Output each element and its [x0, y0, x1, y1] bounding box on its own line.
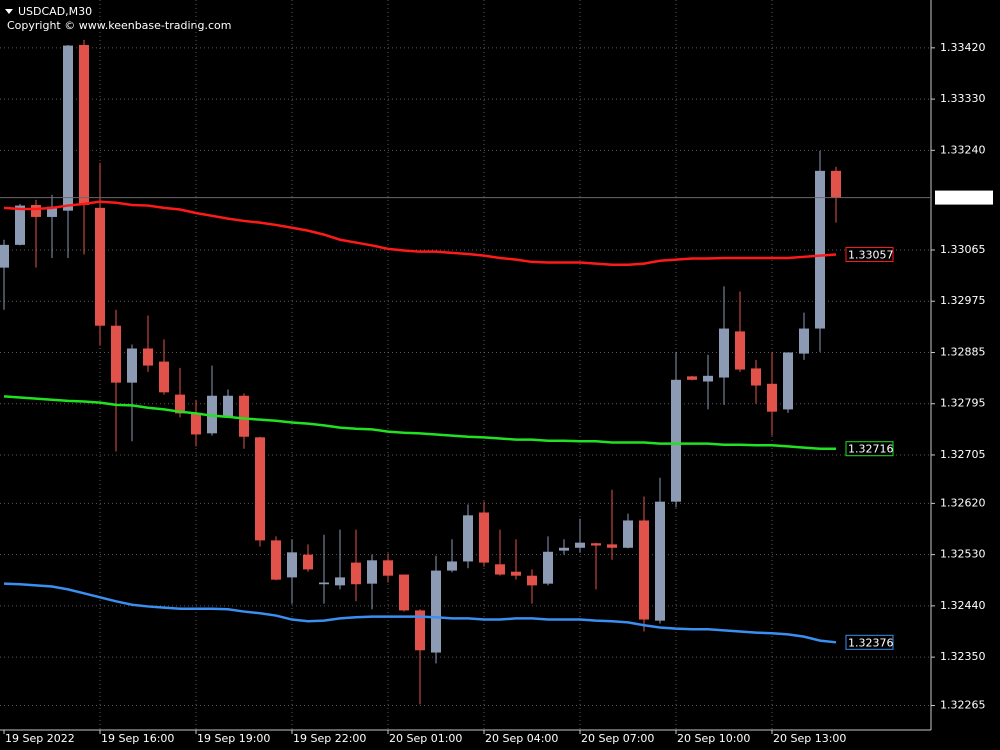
candle-body: [767, 383, 777, 412]
candle-body: [735, 331, 745, 370]
candle-body: [63, 45, 73, 211]
candle-body: [79, 44, 89, 205]
price-label-box: [935, 190, 993, 205]
candle-body: [527, 575, 537, 586]
candle-body: [143, 348, 153, 366]
chart-title: USDCAD,M30: [18, 5, 92, 18]
candle-body: [303, 554, 313, 570]
x-tick-label: 20 Sep 04:00: [485, 732, 558, 745]
candle-body: [15, 205, 25, 245]
candle-body: [639, 520, 649, 620]
indicator-label: 1.32376: [848, 636, 894, 649]
indicator-label-box: [845, 441, 894, 457]
menu-arrow[interactable]: [5, 9, 13, 14]
candle-body: [463, 515, 473, 562]
indicator-line: [3, 395, 836, 450]
candle-body: [543, 551, 553, 584]
x-tick-label: 19 Sep 19:00: [197, 732, 270, 745]
candle-body: [383, 560, 393, 576]
candle-body: [511, 571, 521, 576]
candle-body: [367, 560, 377, 584]
candle-body: [815, 170, 825, 329]
candle-body: [223, 395, 233, 418]
y-tick-label: 1.32530: [940, 548, 986, 561]
y-tick-label: 1.32885: [940, 345, 986, 358]
candle-body: [351, 562, 361, 585]
candle-body: [623, 520, 633, 548]
x-tick-label: 20 Sep 13:00: [773, 732, 846, 745]
candle-body: [271, 540, 281, 580]
candle-body: [703, 375, 713, 382]
candle-body: [447, 561, 457, 571]
y-tick-label: 1.33330: [940, 92, 986, 105]
candle-body: [31, 204, 41, 217]
y-tick-label: 1.32975: [940, 294, 986, 307]
candle-body: [319, 582, 329, 585]
x-tick-label: 20 Sep 10:00: [677, 732, 750, 745]
candle-body: [239, 395, 249, 437]
candle-body: [0, 244, 9, 268]
candle-body: [479, 512, 489, 563]
indicator-label-box: [845, 247, 894, 263]
x-tick-label: 19 Sep 22:00: [293, 732, 366, 745]
y-tick-label: 1.33065: [940, 243, 986, 256]
candle-body: [831, 170, 841, 198]
candle-body: [111, 325, 121, 383]
candle-body: [559, 547, 569, 551]
x-tick-label: 20 Sep 07:00: [581, 732, 654, 745]
y-tick-label: 1.32265: [940, 699, 986, 712]
indicator-line: [3, 200, 837, 267]
candle-body: [415, 610, 425, 651]
y-tick-label: 1.32350: [940, 650, 986, 663]
candle-body: [399, 574, 409, 611]
candle-body: [719, 328, 729, 378]
indicator-label: 1.32716: [848, 443, 894, 456]
x-tick-label: 20 Sep 01:00: [389, 732, 462, 745]
indicator-label-box: [845, 634, 894, 650]
candle-body: [335, 577, 345, 586]
candle-body: [575, 542, 585, 548]
y-tick-label: 1.32705: [940, 448, 986, 461]
candle-body: [607, 544, 617, 548]
chart-subtitle: Copyright © www.keenbase-trading.com: [7, 19, 231, 32]
candle-body: [799, 328, 809, 354]
candle-body: [591, 543, 601, 546]
y-tick-label: 1.33420: [940, 41, 986, 54]
price-label: 1.33157: [940, 192, 986, 205]
y-tick-label: 1.32440: [940, 599, 986, 612]
indicator-line: [3, 582, 837, 644]
y-tick-label: 1.32795: [940, 397, 986, 410]
candle-body: [95, 207, 105, 326]
y-tick-label: 1.32620: [940, 496, 986, 509]
candle-body: [287, 552, 297, 578]
x-tick-label: 19 Sep 16:00: [101, 732, 174, 745]
candle-body: [159, 361, 169, 393]
candle-body: [431, 570, 441, 653]
candle-body: [687, 376, 697, 380]
indicator-label: 1.33057: [848, 249, 894, 262]
candle-body: [751, 368, 761, 386]
candle-body: [127, 348, 137, 383]
candle-body: [175, 394, 185, 414]
x-tick-label: 19 Sep 2022: [5, 732, 75, 745]
candle-body: [783, 352, 793, 410]
candle-body: [47, 206, 57, 217]
candle-body: [671, 379, 681, 502]
candle-body: [495, 564, 505, 575]
candle-body: [191, 413, 201, 435]
candle-body: [255, 437, 265, 541]
y-tick-label: 1.33240: [940, 143, 986, 156]
candle-body: [655, 501, 665, 621]
